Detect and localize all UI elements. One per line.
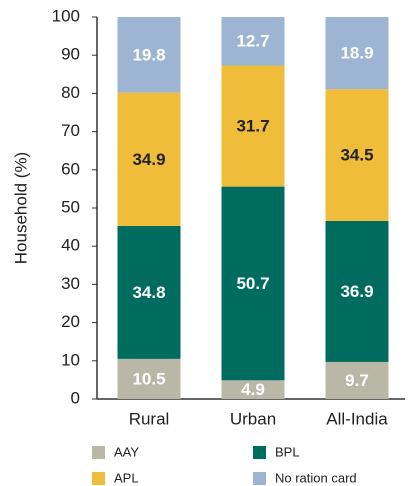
legend-swatch [92,446,105,459]
bar-segment [325,361,389,399]
legend-swatch [92,472,105,485]
value-label: 36.9 [340,282,373,301]
bar-segment [325,89,389,221]
bar-segment [117,225,181,359]
value-label: 18.9 [340,44,373,63]
value-label: 4.9 [241,380,265,399]
bar-segment [117,92,181,226]
y-tick-label: 50 [61,197,80,216]
y-tick-label: 40 [61,236,80,255]
value-label: 12.7 [236,32,269,51]
y-tick-label: 10 [61,350,80,369]
y-tick-label: 100 [52,6,80,25]
y-tick-label: 0 [71,388,80,407]
y-tick-label: 70 [61,121,80,140]
value-label: 19.8 [132,45,165,64]
x-tick-label: Rural [129,409,170,428]
value-label: 31.7 [236,117,269,136]
y-tick-label: 80 [61,83,80,102]
bar-segment [221,380,285,399]
value-label: 34.8 [132,283,165,302]
y-axis-label: Household (%) [11,152,30,264]
bar-segment [221,65,285,187]
value-label: 34.5 [340,146,373,165]
x-tick-label: Urban [230,409,276,428]
bar-segment [117,17,181,93]
legend-label: APL [114,470,139,485]
bar-segment [221,17,285,66]
legend-label: AAY [114,444,139,459]
legend-label: BPL [275,444,300,459]
bar-segment [117,358,181,399]
value-label: 9.7 [345,371,369,390]
y-tick-label: 90 [61,45,80,64]
value-label: 50.7 [236,274,269,293]
y-tick-label: 60 [61,159,80,178]
x-tick-label: All-India [326,409,388,428]
bar-segment [325,220,389,362]
bar-segment [221,186,285,381]
legend-label: No ration card [275,470,357,485]
bar-segment [325,17,389,90]
value-label: 10.5 [132,369,165,388]
y-tick-label: 20 [61,312,80,331]
legend-swatch [253,472,266,485]
value-label: 34.9 [132,150,165,169]
y-tick-label: 30 [61,274,80,293]
legend-swatch [253,446,266,459]
